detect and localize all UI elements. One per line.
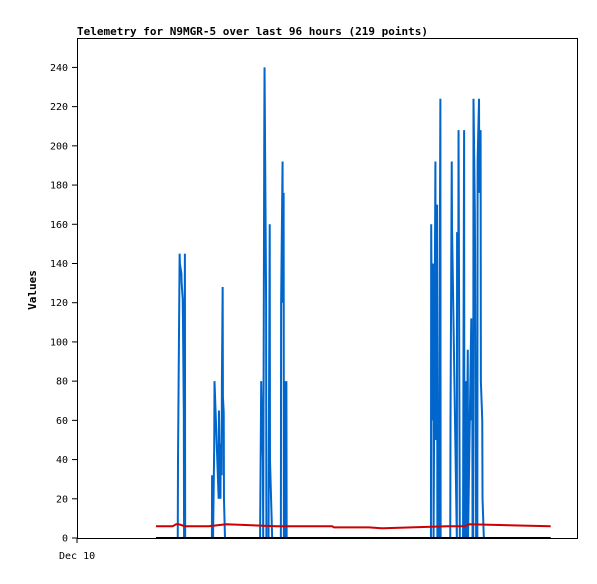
y-tick-label: 120 (50, 298, 68, 309)
y-tick-label: 180 (50, 181, 68, 192)
series-line (155, 523, 551, 530)
y-tick-label: 240 (50, 63, 68, 74)
y-tick-label: 20 (56, 494, 68, 505)
y-tick-label: 140 (50, 259, 68, 270)
y-tick-label: 100 (50, 337, 68, 348)
y-tick-label: 0 (62, 534, 68, 545)
y-axis-label: Values (26, 270, 39, 310)
plot-frame (77, 38, 578, 539)
series-layer (155, 67, 551, 539)
y-tick-label: 80 (56, 377, 68, 388)
y-tick-label: 60 (56, 416, 68, 427)
y-tick-label: 220 (50, 102, 68, 113)
x-tick-label: Dec 10 (59, 551, 95, 562)
x-axis: Dec 10 (59, 538, 95, 562)
y-axis: 0 20 40 60 80 100 120 140 160 180 200 220 240 (50, 63, 77, 545)
y-tick-label: 40 (56, 455, 68, 466)
y-tick-label: 160 (50, 220, 68, 231)
chart-title: Telemetry for N9MGR-5 over last 96 hours… (77, 25, 428, 38)
y-tick-label: 200 (50, 141, 68, 152)
